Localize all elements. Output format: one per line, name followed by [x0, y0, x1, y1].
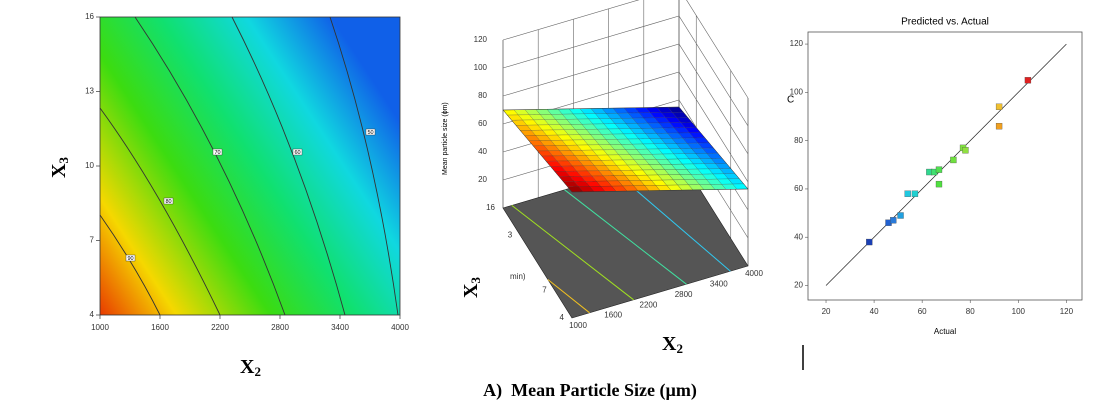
contour-label-box — [365, 128, 376, 136]
x-tick-label: 1600 — [151, 323, 169, 332]
x-tick-label: 60 — [918, 307, 927, 316]
x-tick-label: 3400 — [331, 323, 349, 332]
contour-label: 50 — [367, 130, 373, 136]
contour-line — [99, 214, 161, 316]
point — [935, 166, 943, 173]
point — [995, 123, 1003, 130]
point — [866, 238, 873, 246]
x-tick-label: 2200 — [211, 323, 229, 332]
surface-outline — [502, 106, 749, 193]
surface — [502, 106, 749, 193]
y-tick-label: 7 — [542, 286, 547, 295]
point — [890, 217, 897, 224]
contour-label: 70 — [214, 150, 220, 156]
x-tick-label: 2200 — [640, 300, 658, 309]
y-tick-label: 20 — [794, 281, 803, 290]
point — [962, 147, 969, 154]
x-tick-label: 4000 — [391, 323, 409, 332]
x-tick-label: 40 — [870, 307, 879, 316]
y-axis-label: C — [787, 95, 794, 106]
point — [897, 212, 904, 219]
floor-contour — [511, 205, 634, 301]
x-tick-label: 120 — [1060, 307, 1074, 316]
contour-label-box — [163, 197, 174, 205]
x-axis-label: Actual — [934, 327, 956, 336]
x-tick-label: 2800 — [271, 323, 289, 332]
y-tick-label: 13 — [85, 87, 94, 96]
y-tick-label: 10 — [85, 161, 94, 170]
contour-line — [99, 107, 221, 316]
y-tick-label: 4 — [90, 310, 95, 319]
z-tick-label: 20 — [478, 175, 487, 184]
x-tick-label: 2800 — [675, 290, 693, 299]
x-axis-label: X2 — [662, 333, 683, 356]
contour-label-box — [125, 254, 136, 262]
y-axis-label: X3 — [460, 277, 483, 298]
z-axis-label: Mean particle size (ɸm) — [442, 102, 449, 175]
y-tick-label: 4 — [560, 313, 565, 322]
z-tick-label: 120 — [474, 35, 488, 44]
fit-line — [825, 43, 1067, 286]
contour-label: 90 — [127, 256, 133, 262]
z-tick-label: 80 — [478, 91, 487, 100]
y-tick-label: 7 — [90, 236, 95, 245]
contour-label: 80 — [165, 199, 171, 205]
caption: A) Mean Particle Size (µm) — [483, 380, 697, 401]
y-tick-label: 40 — [794, 232, 803, 241]
floor-contour — [564, 189, 687, 285]
y-tick-label: 100 — [790, 87, 804, 96]
annotation: min) — [510, 272, 526, 281]
contour-field — [99, 16, 401, 316]
x-tick-label: 1600 — [604, 311, 622, 320]
point — [950, 156, 957, 164]
x-tick-label: 1000 — [91, 323, 109, 332]
y-tick-label: 3 — [508, 231, 513, 240]
y-tick-label: 60 — [794, 184, 803, 193]
point — [904, 190, 911, 197]
x-tick-label: 4000 — [745, 269, 763, 278]
z-tick-label: 100 — [474, 63, 488, 72]
x-axis-label: X2 — [240, 356, 261, 379]
y-tick-label: 16 — [85, 12, 94, 21]
y-tick-label: 120 — [790, 39, 804, 48]
contour-line — [134, 16, 286, 316]
contour-label: 60 — [294, 150, 300, 156]
point — [911, 190, 919, 197]
x-tick-label: 80 — [966, 307, 975, 316]
contour-line — [231, 16, 346, 316]
contour-line — [329, 16, 399, 316]
x-tick-label: 100 — [1012, 307, 1026, 316]
y-axis-label: X3 — [48, 157, 71, 178]
x-tick-label: 20 — [822, 307, 831, 316]
contour-label-box — [212, 148, 223, 156]
x-tick-label: 3400 — [710, 280, 728, 289]
y-tick-label: 16 — [486, 203, 495, 212]
point — [995, 103, 1003, 110]
point — [1024, 77, 1032, 84]
x-tick-label: 1000 — [569, 321, 587, 330]
z-tick-label: 60 — [478, 119, 487, 128]
z-tick-label: 40 — [478, 147, 487, 156]
contour-label-box — [292, 148, 303, 156]
chart-title: Predicted vs. Actual — [901, 17, 989, 28]
point — [935, 180, 943, 188]
y-tick-label: 80 — [794, 136, 803, 145]
grid-line — [502, 0, 749, 99]
floor-contour — [547, 279, 590, 314]
